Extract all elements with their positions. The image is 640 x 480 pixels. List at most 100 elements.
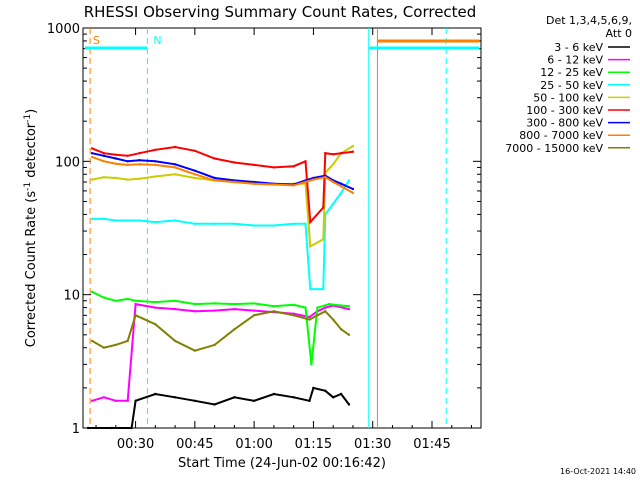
series-1-point <box>134 302 137 306</box>
series-1-point <box>90 399 94 402</box>
series-0-point <box>308 399 311 402</box>
series-line-5 <box>91 145 354 225</box>
series-1-point <box>308 315 311 319</box>
plot-frame <box>82 27 482 429</box>
series-6-point <box>102 154 106 157</box>
series-7-point <box>312 178 315 181</box>
series-8-point <box>193 349 197 352</box>
series-4-point <box>332 163 335 166</box>
series-3-point <box>339 191 343 195</box>
series-7-point <box>351 191 355 195</box>
legend-header-2: Att 0 <box>606 27 632 40</box>
series-0-point <box>173 396 177 399</box>
series-1-point <box>173 307 177 311</box>
series-8-point <box>154 323 157 326</box>
series-5-point <box>292 165 295 168</box>
series-5-point <box>90 147 94 150</box>
legend-label-3: 25 - 50 keV <box>540 79 603 92</box>
series-2-point <box>328 302 331 306</box>
series-8-point <box>316 314 319 317</box>
x-tick-label-1: 00:45 <box>176 437 213 452</box>
series-1-point <box>347 307 351 311</box>
series-5-point <box>114 153 118 156</box>
series-7-point <box>339 185 343 188</box>
legend-label-7: 800 - 7000 keV <box>519 129 603 142</box>
series-3-point <box>114 219 118 222</box>
series-3-point <box>309 287 312 291</box>
series-2-point <box>114 299 118 302</box>
series-7-point <box>154 163 157 167</box>
series-8-point <box>272 310 276 313</box>
series-1-point <box>114 399 118 402</box>
series-8-point <box>292 314 295 317</box>
series-0-point <box>130 426 133 430</box>
series-8-point <box>308 318 311 321</box>
series-0-point <box>134 399 137 402</box>
series-8-point <box>332 318 335 321</box>
series-3-point <box>90 217 94 221</box>
series-8-point <box>134 314 137 317</box>
series-6-point <box>114 157 118 160</box>
series-4-point <box>126 178 129 181</box>
series-0-point <box>213 403 216 406</box>
series-3-point <box>126 219 129 222</box>
series-3-point <box>252 224 256 227</box>
series-4-point <box>90 178 94 181</box>
legend-label-4: 50 - 100 keV <box>533 91 603 104</box>
series-7-point <box>304 180 307 184</box>
series-7-point <box>324 176 327 179</box>
series-8-point <box>102 346 106 349</box>
series-5-point <box>324 152 327 155</box>
series-3-point <box>213 222 216 225</box>
series-3-point <box>304 222 307 225</box>
series-5-point <box>332 153 335 156</box>
series-3-point <box>173 219 177 222</box>
series-7-point <box>332 180 335 184</box>
series-2-point <box>252 302 256 305</box>
series-6-point <box>154 160 157 163</box>
series-2-point <box>310 363 313 366</box>
series-5-point <box>339 152 343 155</box>
series-1-point <box>154 306 157 309</box>
series-2-point <box>90 290 94 293</box>
series-8-point <box>233 328 236 331</box>
series-6-point <box>339 182 343 185</box>
series-7-point <box>233 180 236 184</box>
legend-label-8: 7000 - 15000 keV <box>505 142 603 155</box>
series-2-point <box>213 302 216 305</box>
series-line-3 <box>92 179 350 291</box>
series-7-point <box>292 184 295 187</box>
series-3-point <box>347 179 351 182</box>
series-2-point <box>292 303 295 306</box>
series-2-point <box>154 300 157 304</box>
series-7-point <box>272 183 276 186</box>
marker-N: N <box>153 34 161 47</box>
x-axis-ticks: 00:30 00:45 01:00 01:15 01:30 01:45 <box>95 28 473 452</box>
series-6-point <box>90 152 94 155</box>
series-0-point <box>312 386 315 390</box>
series-line-7 <box>91 155 354 194</box>
series-3-point <box>193 222 197 225</box>
series-4-point <box>351 144 355 148</box>
series-7-point <box>193 173 197 176</box>
series-5-point <box>233 161 236 164</box>
series-5-point <box>272 166 276 169</box>
x-axis-label: Start Time (24-Jun-02 00:16:42) <box>178 456 386 471</box>
y-tick-label-2: 100 <box>55 155 80 170</box>
series-6-point <box>173 163 177 166</box>
y-tick-label-1: 10 <box>63 289 80 304</box>
footer-timestamp: 16-Oct-2021 14:40 <box>560 467 636 476</box>
series-5-point <box>173 145 177 149</box>
marker-S: S <box>93 34 100 47</box>
series-2-point <box>316 306 319 309</box>
series-0-point <box>154 392 157 396</box>
y-tick-label-3: 1000 <box>47 22 80 37</box>
series-2-point <box>233 302 236 306</box>
series-2-point <box>134 299 137 302</box>
series-2-point <box>193 302 197 306</box>
series-line-1 <box>91 302 350 402</box>
series-0-point <box>292 396 295 399</box>
series-3-point <box>154 220 157 224</box>
legend-header-1: Det 1,3,4,5,6,9, <box>546 14 632 27</box>
